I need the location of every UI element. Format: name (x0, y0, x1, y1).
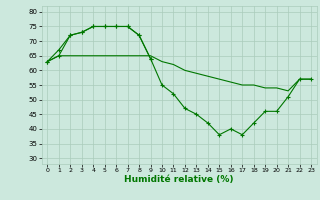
X-axis label: Humidité relative (%): Humidité relative (%) (124, 175, 234, 184)
